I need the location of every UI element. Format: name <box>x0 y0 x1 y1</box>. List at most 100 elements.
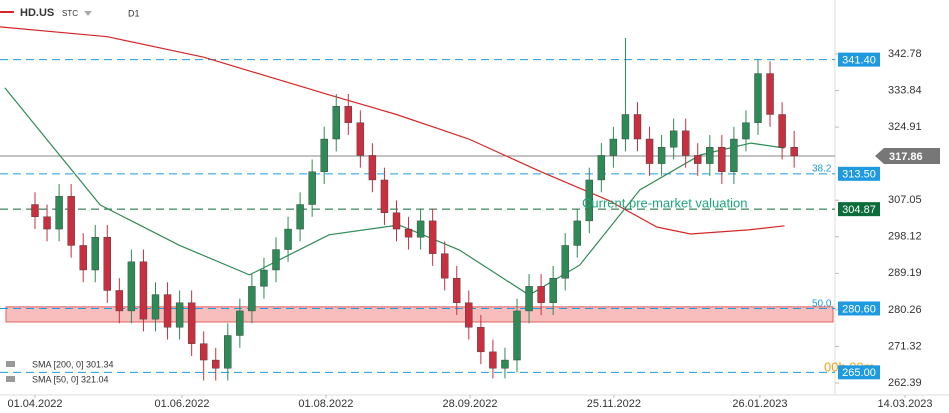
candle-body <box>320 138 328 172</box>
account[interactable]: STC <box>62 9 78 18</box>
annotation: Current pre-market valuation <box>582 195 747 210</box>
candle-body <box>766 73 774 115</box>
level-box <box>838 166 880 181</box>
zone <box>5 306 834 323</box>
candle-body <box>115 290 124 312</box>
candle-body <box>742 122 750 140</box>
dropdown-icon[interactable] <box>84 11 92 16</box>
candle-body <box>440 253 449 279</box>
sma-line <box>0 26 785 235</box>
candle-body <box>645 138 654 164</box>
candle-body <box>31 204 39 217</box>
level-label: 341.40 <box>842 55 876 67</box>
x-tick-label: 14.03.2023 <box>877 398 932 410</box>
candle-body <box>127 261 136 312</box>
sma-line <box>4 87 785 296</box>
candle-body <box>633 114 642 140</box>
candle-body <box>308 171 316 205</box>
fib-label: 50.0 <box>812 299 832 310</box>
interval[interactable]: D1 <box>128 8 140 18</box>
candle-body <box>754 73 762 123</box>
x-tick-label: 25.11.2022 <box>587 398 641 410</box>
candle-body <box>465 302 473 328</box>
candle-body <box>151 294 160 320</box>
candle-body <box>199 343 208 361</box>
candle-body <box>175 302 184 328</box>
y-tick-label: 271.32 <box>888 340 922 352</box>
candle-body <box>730 138 738 172</box>
candle-body <box>609 138 618 156</box>
y-tick-label: 342.78 <box>888 48 922 60</box>
candle-body <box>657 147 666 164</box>
candle-body <box>79 245 87 271</box>
y-tick-label: 298.12 <box>888 231 922 243</box>
candle-body <box>549 277 557 303</box>
candle-body <box>501 359 509 369</box>
candle-body <box>706 147 714 164</box>
x-tick-label: 28.09.2022 <box>442 398 497 410</box>
candle-body <box>212 359 220 369</box>
y-tick-label: 333.84 <box>888 84 922 96</box>
candle-body <box>718 147 726 172</box>
candle-body <box>694 155 702 164</box>
candle-body <box>368 155 377 181</box>
candle-body <box>296 204 304 230</box>
x-tick-label: 01.08.2022 <box>298 398 353 410</box>
candle-body <box>525 286 533 312</box>
legend-entry[interactable]: SMA [200, 0] 301.34 <box>32 359 114 369</box>
candle-body <box>284 228 292 250</box>
candle-body <box>332 106 340 140</box>
y-tick-label: 324.91 <box>888 121 922 133</box>
candle-body <box>537 286 545 303</box>
candle-body <box>585 179 594 222</box>
candle-body <box>43 216 51 230</box>
y-tick-label: 307.05 <box>888 194 922 206</box>
level-label: 304.87 <box>842 204 876 216</box>
candle-body <box>236 310 244 336</box>
last-price-box <box>875 147 940 164</box>
candle-body <box>404 228 413 238</box>
x-tick-label: 26.01.2023 <box>732 398 787 410</box>
candle-body <box>682 130 690 156</box>
candle-body <box>224 335 232 369</box>
candle-body <box>416 220 425 238</box>
candle-body <box>392 212 401 230</box>
candle-body <box>453 277 461 303</box>
candle-body <box>573 220 581 246</box>
level-label: 313.50 <box>842 169 876 181</box>
candle-body <box>163 294 172 328</box>
candle-body <box>513 310 521 361</box>
candle-body <box>669 130 678 148</box>
fib-label: 38.2 <box>812 164 832 175</box>
y-tick-label: 289.19 <box>888 267 922 279</box>
candle-body <box>344 106 352 123</box>
candle-body <box>67 196 75 246</box>
legend-icon[interactable] <box>6 376 15 382</box>
candle-body <box>621 114 630 140</box>
candle-body <box>139 261 148 320</box>
candle-body <box>380 179 389 213</box>
symbol[interactable]: HD.US <box>20 7 54 19</box>
x-tick-label: 01.06.2022 <box>154 398 209 410</box>
level-label: 280.60 <box>842 303 876 315</box>
level-box <box>838 365 880 380</box>
level-label: 265.00 <box>842 367 876 379</box>
level-box <box>838 52 880 67</box>
candle-body <box>428 220 437 254</box>
y-tick-label: 262.39 <box>888 377 922 389</box>
legend-entry[interactable]: SMA [50, 0] 321.04 <box>32 374 109 384</box>
candle-body <box>248 286 256 312</box>
candle-body <box>489 351 497 369</box>
legend-icon[interactable] <box>6 361 15 367</box>
candle-body <box>477 327 485 353</box>
plot-layer <box>0 26 906 398</box>
candle-body <box>790 147 798 157</box>
candle-body <box>187 302 196 344</box>
candle-body <box>260 269 268 287</box>
candle-body <box>561 245 569 279</box>
candle-body <box>91 237 99 271</box>
last-price-label: 317.86 <box>889 151 923 163</box>
candle-body <box>597 155 606 181</box>
y-tick-label: 280.26 <box>888 304 922 316</box>
